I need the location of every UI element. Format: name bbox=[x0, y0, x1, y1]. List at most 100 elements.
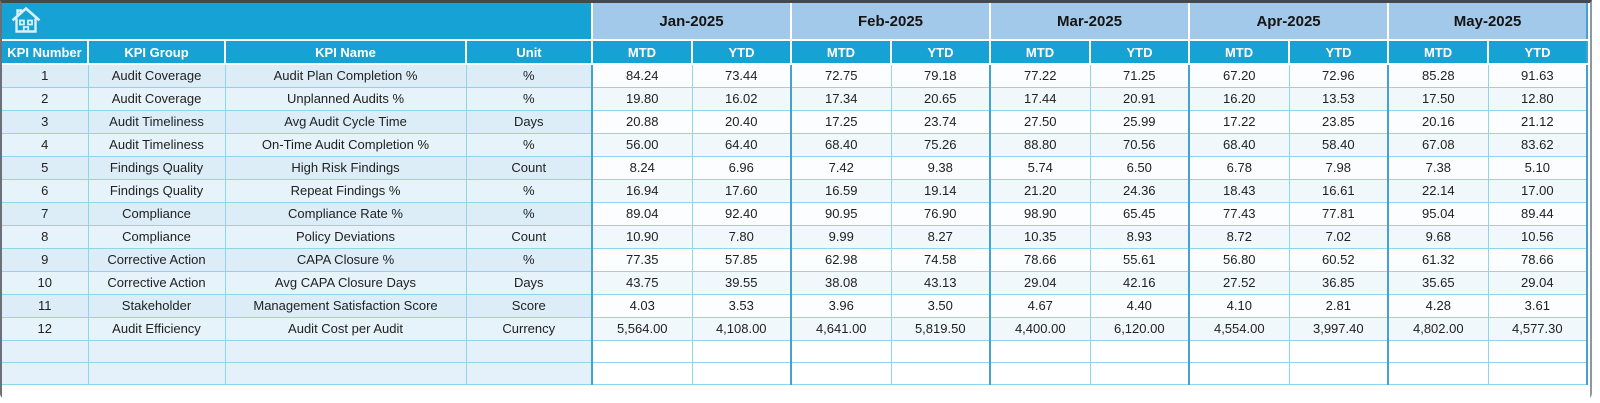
value-cell[interactable]: 23.74 bbox=[891, 110, 991, 134]
value-cell[interactable]: 20.16 bbox=[1387, 110, 1489, 134]
kpi-number-cell[interactable]: 10 bbox=[2, 271, 89, 295]
value-cell[interactable]: 8.24 bbox=[591, 156, 693, 180]
value-cell[interactable]: 95.04 bbox=[1387, 202, 1489, 226]
value-cell[interactable]: 3.50 bbox=[891, 294, 991, 318]
kpi-group-cell[interactable]: Corrective Action bbox=[88, 248, 226, 272]
kpi-name-cell[interactable]: Avg CAPA Closure Days bbox=[225, 271, 467, 295]
value-cell[interactable]: 4,641.00 bbox=[790, 317, 892, 341]
value-cell[interactable]: 16.02 bbox=[692, 87, 792, 111]
value-cell[interactable]: 16.61 bbox=[1289, 179, 1389, 203]
value-cell[interactable]: 18.43 bbox=[1188, 179, 1290, 203]
value-cell[interactable]: 92.40 bbox=[692, 202, 792, 226]
value-cell[interactable]: 5,564.00 bbox=[591, 317, 693, 341]
kpi-name-cell[interactable]: Audit Cost per Audit bbox=[225, 317, 467, 341]
value-cell[interactable]: 12.80 bbox=[1488, 87, 1589, 111]
unit-cell[interactable]: Count bbox=[466, 225, 593, 249]
empty-cell[interactable] bbox=[692, 362, 792, 385]
value-cell[interactable]: 56.80 bbox=[1188, 248, 1290, 272]
value-cell[interactable]: 78.66 bbox=[989, 248, 1091, 272]
value-cell[interactable]: 4.10 bbox=[1188, 294, 1290, 318]
value-cell[interactable]: 19.80 bbox=[591, 87, 693, 111]
kpi-number-cell[interactable]: 8 bbox=[2, 225, 89, 249]
unit-cell[interactable]: Days bbox=[466, 110, 593, 134]
unit-cell[interactable]: % bbox=[466, 64, 593, 88]
empty-cell[interactable] bbox=[1387, 340, 1489, 363]
value-cell[interactable]: 4,554.00 bbox=[1188, 317, 1290, 341]
value-cell[interactable]: 17.44 bbox=[989, 87, 1091, 111]
kpi-number-cell[interactable]: 4 bbox=[2, 133, 89, 157]
kpi-number-cell[interactable]: 1 bbox=[2, 64, 89, 88]
value-cell[interactable]: 68.40 bbox=[790, 133, 892, 157]
value-cell[interactable]: 13.53 bbox=[1289, 87, 1389, 111]
value-cell[interactable]: 16.20 bbox=[1188, 87, 1290, 111]
value-cell[interactable]: 65.45 bbox=[1090, 202, 1190, 226]
value-cell[interactable]: 6.78 bbox=[1188, 156, 1290, 180]
kpi-group-cell[interactable]: Corrective Action bbox=[88, 271, 226, 295]
kpi-name-cell[interactable]: On-Time Audit Completion % bbox=[225, 133, 467, 157]
kpi-name-cell[interactable]: Policy Deviations bbox=[225, 225, 467, 249]
value-cell[interactable]: 36.85 bbox=[1289, 271, 1389, 295]
empty-cell[interactable] bbox=[1090, 340, 1190, 363]
value-cell[interactable]: 85.28 bbox=[1387, 64, 1489, 88]
value-cell[interactable]: 9.99 bbox=[790, 225, 892, 249]
unit-cell[interactable]: Days bbox=[466, 271, 593, 295]
empty-cell[interactable] bbox=[1488, 362, 1589, 385]
kpi-group-cell[interactable] bbox=[88, 340, 226, 363]
kpi-name-cell[interactable]: Avg Audit Cycle Time bbox=[225, 110, 467, 134]
empty-cell[interactable] bbox=[1188, 362, 1290, 385]
empty-cell[interactable] bbox=[790, 340, 892, 363]
value-cell[interactable]: 38.08 bbox=[790, 271, 892, 295]
value-cell[interactable]: 89.44 bbox=[1488, 202, 1589, 226]
value-cell[interactable]: 35.65 bbox=[1387, 271, 1489, 295]
value-cell[interactable]: 27.50 bbox=[989, 110, 1091, 134]
value-cell[interactable]: 7.38 bbox=[1387, 156, 1489, 180]
value-cell[interactable]: 77.35 bbox=[591, 248, 693, 272]
value-cell[interactable]: 57.85 bbox=[692, 248, 792, 272]
kpi-group-cell[interactable]: Findings Quality bbox=[88, 179, 226, 203]
unit-cell[interactable]: % bbox=[466, 87, 593, 111]
value-cell[interactable]: 3,997.40 bbox=[1289, 317, 1389, 341]
value-cell[interactable]: 22.14 bbox=[1387, 179, 1489, 203]
value-cell[interactable]: 88.80 bbox=[989, 133, 1091, 157]
value-cell[interactable]: 79.18 bbox=[891, 64, 991, 88]
value-cell[interactable]: 76.90 bbox=[891, 202, 991, 226]
value-cell[interactable]: 23.85 bbox=[1289, 110, 1389, 134]
unit-cell[interactable]: Score bbox=[466, 294, 593, 318]
value-cell[interactable]: 7.98 bbox=[1289, 156, 1389, 180]
kpi-name-cell[interactable]: Management Satisfaction Score bbox=[225, 294, 467, 318]
empty-cell[interactable] bbox=[1188, 340, 1290, 363]
kpi-group-cell[interactable]: Audit Efficiency bbox=[88, 317, 226, 341]
value-cell[interactable]: 43.13 bbox=[891, 271, 991, 295]
value-cell[interactable]: 5.74 bbox=[989, 156, 1091, 180]
value-cell[interactable]: 20.65 bbox=[891, 87, 991, 111]
kpi-name-cell[interactable] bbox=[225, 362, 467, 385]
empty-cell[interactable] bbox=[891, 362, 991, 385]
kpi-name-cell[interactable]: Audit Plan Completion % bbox=[225, 64, 467, 88]
value-cell[interactable]: 24.36 bbox=[1090, 179, 1190, 203]
value-cell[interactable]: 42.16 bbox=[1090, 271, 1190, 295]
value-cell[interactable]: 90.95 bbox=[790, 202, 892, 226]
empty-cell[interactable] bbox=[1090, 362, 1190, 385]
empty-cell[interactable] bbox=[1488, 340, 1589, 363]
value-cell[interactable]: 25.99 bbox=[1090, 110, 1190, 134]
unit-cell[interactable]: % bbox=[466, 179, 593, 203]
unit-cell[interactable] bbox=[466, 340, 593, 363]
value-cell[interactable]: 56.00 bbox=[591, 133, 693, 157]
value-cell[interactable]: 27.52 bbox=[1188, 271, 1290, 295]
empty-cell[interactable] bbox=[989, 340, 1091, 363]
value-cell[interactable]: 4,577.30 bbox=[1488, 317, 1589, 341]
value-cell[interactable]: 3.53 bbox=[692, 294, 792, 318]
kpi-group-cell[interactable]: Stakeholder bbox=[88, 294, 226, 318]
value-cell[interactable]: 62.98 bbox=[790, 248, 892, 272]
unit-cell[interactable]: % bbox=[466, 202, 593, 226]
value-cell[interactable]: 6.50 bbox=[1090, 156, 1190, 180]
value-cell[interactable]: 64.40 bbox=[692, 133, 792, 157]
kpi-number-cell[interactable]: 12 bbox=[2, 317, 89, 341]
kpi-group-cell[interactable]: Audit Coverage bbox=[88, 87, 226, 111]
kpi-group-cell[interactable]: Audit Coverage bbox=[88, 64, 226, 88]
value-cell[interactable]: 4.67 bbox=[989, 294, 1091, 318]
kpi-group-cell[interactable]: Compliance bbox=[88, 202, 226, 226]
value-cell[interactable]: 83.62 bbox=[1488, 133, 1589, 157]
value-cell[interactable]: 67.20 bbox=[1188, 64, 1290, 88]
value-cell[interactable]: 6.96 bbox=[692, 156, 792, 180]
